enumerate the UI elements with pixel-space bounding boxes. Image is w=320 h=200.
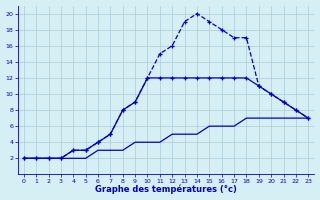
X-axis label: Graphe des températures (°c): Graphe des températures (°c)	[95, 185, 237, 194]
